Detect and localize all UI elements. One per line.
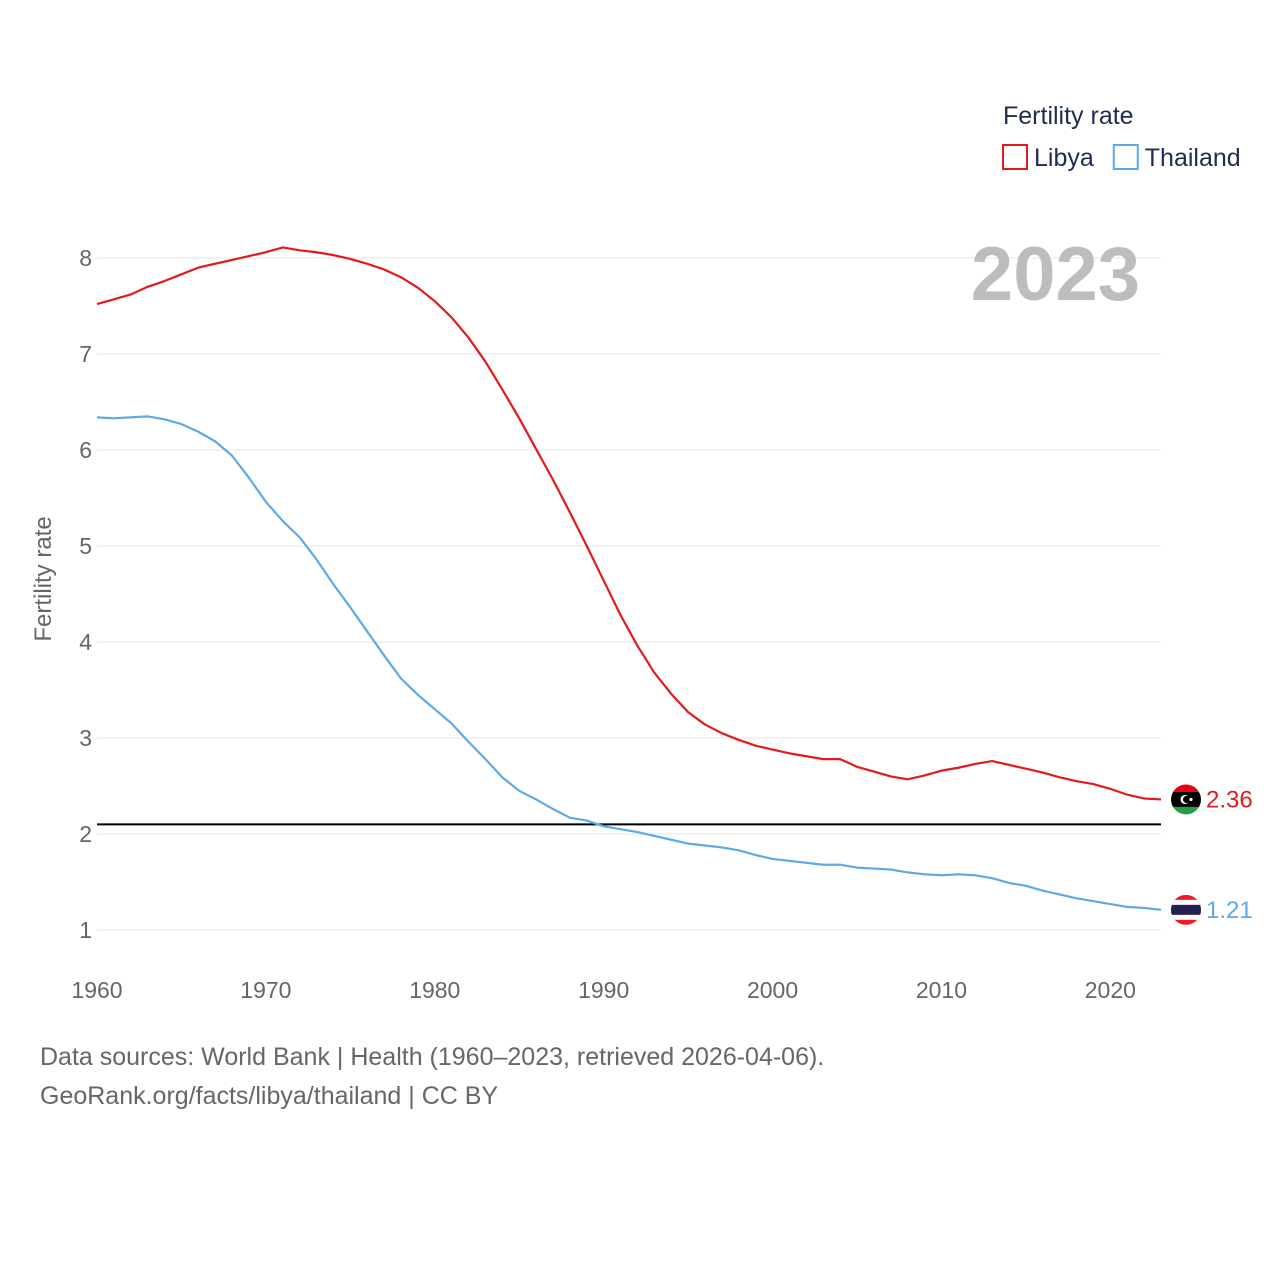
y-tick-label-7: 7: [79, 341, 92, 367]
thailand-flag-icon: [1171, 894, 1201, 925]
legend-swatch-thailand: [1112, 144, 1139, 170]
legend-label-thailand: Thailand: [1145, 144, 1241, 172]
y-tick-label-3: 3: [79, 725, 92, 751]
x-tick-label-2010: 2010: [916, 977, 967, 1003]
y-tick-label-8: 8: [79, 245, 92, 271]
x-tick-label-1980: 1980: [409, 977, 460, 1003]
y-tick-label-5: 5: [79, 533, 92, 559]
x-tick-label-1970: 1970: [240, 977, 291, 1003]
y-tick-label-6: 6: [79, 437, 92, 463]
legend-label-libya: Libya: [1034, 144, 1094, 172]
legend-swatch-libya: [1002, 144, 1028, 170]
footer-sources: Data sources: World Bank | Health (1960–…: [40, 1043, 825, 1071]
x-tick-label-2000: 2000: [747, 977, 798, 1003]
series-line-thailand: [96, 415, 1162, 911]
x-tick-label-2020: 2020: [1085, 977, 1136, 1003]
end-value-label-libya: 2.36: [1206, 786, 1253, 813]
y-tick-label-2: 2: [79, 821, 92, 847]
legend-title: Fertility rate: [1003, 102, 1134, 130]
series-line-libya: [96, 246, 1162, 801]
footer-credit[interactable]: GeoRank.org/facts/libya/thailand | CC BY: [40, 1082, 499, 1110]
end-value-label-thailand: 1.21: [1206, 897, 1253, 924]
y-axis-title: Fertility rate: [30, 516, 57, 641]
x-tick-label-1960: 1960: [71, 977, 122, 1003]
y-tick-label-4: 4: [79, 629, 92, 655]
year-label: 2023: [971, 232, 1140, 317]
y-tick-label-1: 1: [79, 917, 92, 943]
x-tick-label-1990: 1990: [578, 977, 629, 1003]
libya-flag-icon: [1171, 784, 1201, 815]
